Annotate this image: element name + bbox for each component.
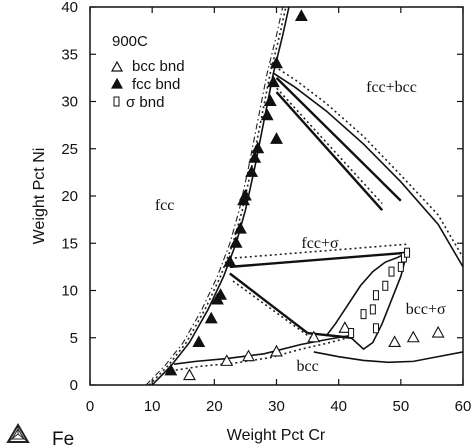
bcc-boundary-point — [338, 321, 352, 333]
fcc-boundary-point — [204, 311, 218, 324]
sigma-boundary-point — [404, 247, 411, 258]
fcc-boundary-point — [214, 288, 227, 300]
sigma-boundary-point — [397, 261, 404, 272]
fcc-boundary-point — [229, 236, 243, 248]
tie-line — [275, 77, 402, 202]
legend-bcc-label: bcc bnd — [132, 58, 185, 75]
x-tick-label: 50 — [392, 398, 409, 415]
phase-label: bcc+σ — [406, 301, 446, 318]
sigma-boundary-point — [369, 304, 376, 315]
sigma-boundary-point — [348, 328, 355, 339]
legend-sigma-box-icon — [113, 96, 120, 107]
sigma-boundary-point — [360, 309, 367, 320]
phase-boundary-solid — [272, 72, 463, 268]
phase-label: fcc+bcc — [366, 79, 417, 96]
phase-label: fcc — [155, 197, 175, 214]
fcc-boundary-point — [294, 9, 308, 22]
x-tick-label: 20 — [206, 398, 223, 415]
phase-boundary-solid — [313, 351, 463, 364]
tie-line — [229, 272, 309, 334]
phase-boundary-dashdot — [145, 7, 284, 385]
y-tick-label: 25 — [61, 141, 78, 158]
tie-line — [275, 91, 384, 211]
phase-boundary-solid — [325, 251, 408, 337]
tie-line — [232, 280, 312, 339]
phase-boundary-dotted — [269, 63, 463, 258]
x-tick-label: 40 — [330, 398, 347, 415]
legend-title: 900C — [112, 33, 148, 50]
y-tick-label: 30 — [61, 94, 78, 111]
fcc-boundary-point — [223, 255, 237, 267]
bcc-boundary-point — [431, 325, 445, 338]
bcc-boundary-point — [406, 330, 420, 343]
phase-label: fcc+σ — [301, 235, 339, 252]
fcc-boundary-point — [260, 108, 274, 121]
fcc-boundary-point — [263, 94, 277, 107]
y-tick-label: 20 — [61, 188, 78, 205]
phase-boundary-dotted — [170, 336, 349, 372]
phase-boundaries — [145, 7, 463, 385]
tie-line — [229, 251, 408, 269]
x-axis-label: Weight Pct Cr — [227, 427, 326, 444]
y-tick-label: 5 — [70, 330, 78, 347]
legend: 900C bcc bnd fcc bnd σ bnd — [110, 33, 185, 111]
fcc-boundary-point — [164, 363, 178, 376]
ternary-triangle-icon — [6, 423, 30, 443]
phase-boundary-solid — [173, 335, 349, 366]
bcc-boundary-point — [270, 344, 283, 357]
phase-labels: fcc fcc+bcc fcc+σ bcc+σ bcc — [155, 79, 446, 375]
legend-sigma-label: σ bnd — [126, 94, 164, 111]
y-tick-label: 40 — [61, 0, 78, 16]
sigma-boundary-point — [372, 323, 379, 334]
bcc-boundary-point — [220, 354, 234, 366]
x-tick-label: 10 — [144, 398, 161, 415]
y-axis-label: Weight Pct Ni — [31, 148, 48, 245]
fcc-boundary-point — [234, 221, 247, 234]
bcc-boundary-point — [242, 349, 255, 362]
legend-fcc-label: fcc bnd — [132, 76, 180, 93]
y-tick-label: 0 — [70, 377, 78, 394]
fcc-boundary-point — [270, 132, 283, 144]
fcc-boundary-point — [238, 188, 252, 201]
y-tick-label: 15 — [61, 235, 78, 252]
x-tick-label: 60 — [455, 398, 472, 415]
chart-marks — [145, 7, 463, 385]
tie-line — [272, 83, 383, 205]
fcc-boundary-point — [251, 141, 265, 154]
sigma-boundary-point — [372, 290, 379, 301]
axes: 0 10 20 30 40 50 60 0 5 10 15 20 25 30 35 40 — [61, 0, 471, 415]
phase-label: bcc — [296, 358, 318, 375]
sigma-boundary-point — [382, 280, 389, 291]
y-tick-label: 10 — [61, 283, 78, 300]
legend-filled-triangle-icon — [110, 77, 124, 89]
x-tick-label: 30 — [268, 398, 285, 415]
y-tick-label: 35 — [61, 46, 78, 63]
sigma-boundary-point — [388, 266, 395, 277]
x-tick-label: 0 — [86, 398, 94, 415]
fcc-boundary-point — [270, 56, 283, 69]
fcc-boundary-point — [245, 165, 259, 177]
corner-label: Fe — [52, 429, 74, 446]
bcc-boundary-point — [183, 368, 196, 381]
fcc-boundary-point — [192, 335, 206, 348]
bcc-boundary-point — [388, 335, 402, 348]
bcc-boundary-point — [307, 330, 321, 343]
phase-boundary-dotted — [148, 7, 287, 385]
fcc-boundary-point — [266, 75, 280, 88]
fcc-boundary-point — [248, 151, 262, 163]
phase-boundary-solid — [350, 252, 408, 351]
legend-open-triangle-icon — [110, 60, 124, 72]
